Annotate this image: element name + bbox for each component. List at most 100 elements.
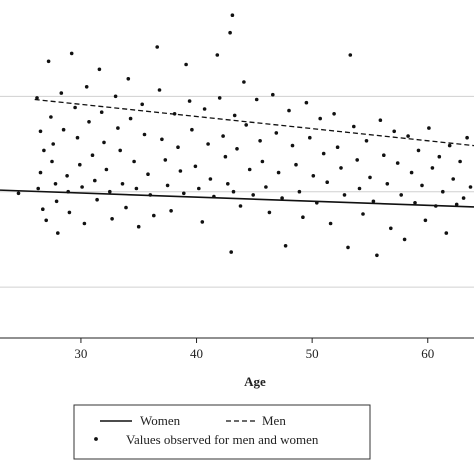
x-tick-label-3: 60 <box>421 346 434 361</box>
legend-men-label: Men <box>262 413 286 428</box>
data-point-84 <box>242 80 246 84</box>
data-point-82 <box>229 250 233 254</box>
data-point-128 <box>389 226 393 231</box>
data-point-121 <box>364 139 369 143</box>
data-point-77 <box>228 30 232 35</box>
data-point-2 <box>38 129 43 134</box>
data-point-129 <box>392 129 397 134</box>
data-point-149 <box>461 196 466 200</box>
legend-points-label: Values observed for men and women <box>126 432 319 447</box>
data-point-151 <box>468 185 473 189</box>
data-point-60 <box>178 169 183 173</box>
data-point-65 <box>193 164 198 169</box>
data-point-105 <box>311 174 316 178</box>
data-point-7 <box>44 218 48 223</box>
data-point-33 <box>102 140 106 145</box>
data-point-146 <box>451 177 456 181</box>
data-point-115 <box>346 245 350 250</box>
data-point-38 <box>116 126 120 130</box>
x-axis-title: Age <box>244 374 266 389</box>
data-point-142 <box>437 154 442 159</box>
gridlines <box>0 95 474 288</box>
data-point-139 <box>427 126 431 130</box>
data-point-116 <box>348 53 353 57</box>
data-point-80 <box>235 147 239 151</box>
data-point-53 <box>157 88 162 92</box>
data-point-34 <box>104 167 109 172</box>
data-point-6 <box>41 207 45 211</box>
x-tick-label-2: 50 <box>306 346 319 361</box>
data-point-140 <box>430 166 435 170</box>
data-point-67 <box>200 220 205 224</box>
data-point-138 <box>423 218 428 223</box>
data-point-46 <box>136 224 141 229</box>
data-point-35 <box>108 189 112 194</box>
data-point-24 <box>80 185 84 189</box>
data-point-100 <box>294 162 298 167</box>
data-point-120 <box>361 212 365 216</box>
women-regression-line <box>0 189 474 208</box>
data-point-21 <box>73 105 77 110</box>
data-point-110 <box>328 221 333 226</box>
data-point-112 <box>335 145 340 149</box>
data-point-39 <box>118 148 122 153</box>
data-point-94 <box>274 131 279 135</box>
data-point-92 <box>267 210 272 215</box>
data-point-119 <box>357 186 362 191</box>
data-point-52 <box>155 45 159 49</box>
data-point-103 <box>304 100 309 105</box>
data-point-76 <box>226 182 230 186</box>
data-point-41 <box>124 205 128 210</box>
data-point-15 <box>59 91 64 95</box>
data-point-36 <box>110 217 114 221</box>
data-point-25 <box>82 221 87 226</box>
data-point-83 <box>238 204 243 208</box>
data-point-102 <box>301 215 305 219</box>
data-point-125 <box>378 118 383 122</box>
x-tick-label-1: 40 <box>190 346 203 361</box>
data-point-85 <box>244 123 248 127</box>
data-point-118 <box>355 158 360 162</box>
data-point-135 <box>413 201 417 205</box>
data-point-56 <box>165 183 170 188</box>
data-point-55 <box>163 158 168 162</box>
data-point-96 <box>280 196 284 200</box>
legend-box <box>73 404 371 460</box>
data-point-29 <box>93 178 97 183</box>
x-ticks: 30 40 50 60 <box>74 338 434 361</box>
data-point-61 <box>182 191 186 196</box>
data-point-66 <box>197 186 201 191</box>
data-point-98 <box>287 108 291 113</box>
data-point-9 <box>49 115 53 119</box>
data-point-86 <box>247 167 252 172</box>
data-point-1 <box>35 96 39 100</box>
data-point-88 <box>254 97 259 102</box>
data-point-147 <box>454 202 459 207</box>
data-point-40 <box>120 182 125 186</box>
data-point-64 <box>190 127 194 132</box>
data-point-114 <box>342 193 347 197</box>
data-point-123 <box>371 199 376 204</box>
data-point-4 <box>38 170 43 175</box>
data-point-20 <box>69 51 74 56</box>
data-point-70 <box>208 177 213 181</box>
data-point-137 <box>420 183 424 188</box>
data-point-122 <box>368 175 372 180</box>
data-point-5 <box>36 186 40 191</box>
data-point-79 <box>232 113 237 118</box>
data-point-54 <box>160 137 164 142</box>
data-point-14 <box>56 231 60 235</box>
legend: Women Men Values observed for men and wo… <box>73 404 371 460</box>
data-point-93 <box>271 92 275 97</box>
data-point-69 <box>206 142 210 146</box>
data-point-101 <box>297 189 302 194</box>
data-point-48 <box>142 132 147 137</box>
data-point-91 <box>264 185 268 189</box>
data-point-23 <box>78 162 82 167</box>
data-point-59 <box>176 145 180 149</box>
data-point-42 <box>126 77 131 81</box>
data-point-62 <box>184 62 188 67</box>
data-point-72 <box>215 53 220 57</box>
data-point-30 <box>95 197 99 202</box>
